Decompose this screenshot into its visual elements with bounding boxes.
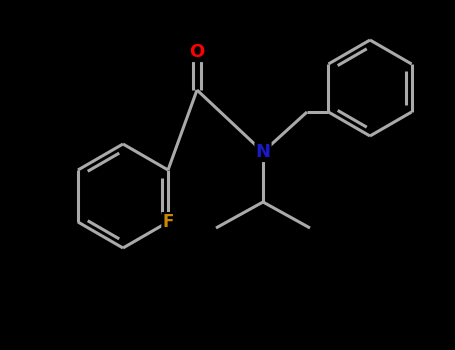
Text: O: O <box>189 43 205 61</box>
Text: F: F <box>162 213 174 231</box>
Text: N: N <box>256 143 271 161</box>
